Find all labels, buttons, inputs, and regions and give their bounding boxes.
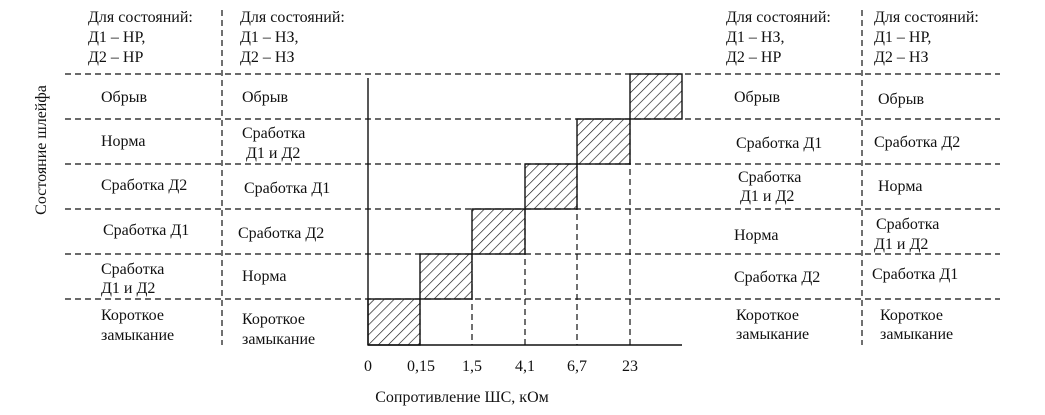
state-box-level-4 (576, 118, 631, 165)
state-label: Норма (878, 178, 922, 195)
y-axis-title: Состояние шлейфа (33, 85, 50, 215)
state-label: Сработка Д1 и Д2 (101, 261, 168, 297)
state-label: Сработка Д1 (872, 266, 958, 283)
state-label: Сработка Д2 (874, 134, 960, 151)
state-label: Сработка Д1 и Д2 (242, 125, 309, 162)
column-3: Для состояний: Д1 – НЗ, Д2 – НР Обрыв Ср… (726, 9, 835, 343)
x-axis-title: Сопротивление ШС, кОм (375, 389, 549, 406)
state-box-level-1 (419, 253, 473, 300)
state-box-level-2 (471, 208, 526, 255)
x-tick-label: 0 (364, 358, 372, 375)
x-tick-label: 23 (622, 358, 638, 375)
x-tick-label: 4,1 (515, 358, 535, 375)
state-label: Сработка Д1 и Д2 (738, 169, 805, 205)
column-header: Для состояний: Д1 – НР, Д2 – НЗ (874, 9, 983, 66)
state-label: Сработка Д1 (103, 222, 189, 239)
state-label: Обрыв (878, 91, 924, 108)
state-label: Короткое замыкание (101, 307, 174, 344)
state-box-level-3 (524, 163, 578, 210)
state-label: Норма (734, 227, 778, 244)
state-label: Норма (242, 268, 286, 285)
state-label: Сработка Д2 (734, 269, 820, 286)
state-label: Обрыв (101, 89, 147, 106)
column-2: Для состояний: Д1 – НЗ, Д2 – НЗ Обрыв Ср… (238, 9, 349, 348)
state-label: Норма (101, 133, 145, 150)
state-label: Короткое замыкание (736, 307, 809, 343)
state-label: Сработка Д1 (736, 135, 822, 152)
state-label: Сработка Д1 и Д2 (874, 216, 943, 253)
state-label: Короткое замыкание (880, 307, 953, 343)
state-label: Сработка Д2 (238, 225, 324, 242)
x-tick-label: 0,15 (407, 358, 435, 375)
column-1: Для состояний: Д1 – НР, Д2 – НР Обрыв Но… (88, 9, 197, 344)
state-box-short-circuit (367, 298, 421, 346)
x-tick-label: 6,7 (567, 358, 587, 375)
column-header: Для состояний: Д1 – НР, Д2 – НР (88, 9, 197, 66)
state-box-open-circuit (629, 73, 683, 120)
x-tick-label: 1,5 (462, 358, 482, 375)
column-4: Для состояний: Д1 – НР, Д2 – НЗ Обрыв Ср… (872, 9, 983, 343)
state-label: Обрыв (242, 89, 288, 106)
state-label: Сработка Д1 (244, 180, 330, 197)
state-label: Сработка Д2 (101, 177, 187, 194)
column-header: Для состояний: Д1 – НЗ, Д2 – НР (726, 9, 835, 66)
state-label: Обрыв (734, 89, 780, 106)
state-label: Короткое замыкание (242, 311, 315, 348)
column-header: Для состояний: Д1 – НЗ, Д2 – НЗ (240, 9, 349, 66)
